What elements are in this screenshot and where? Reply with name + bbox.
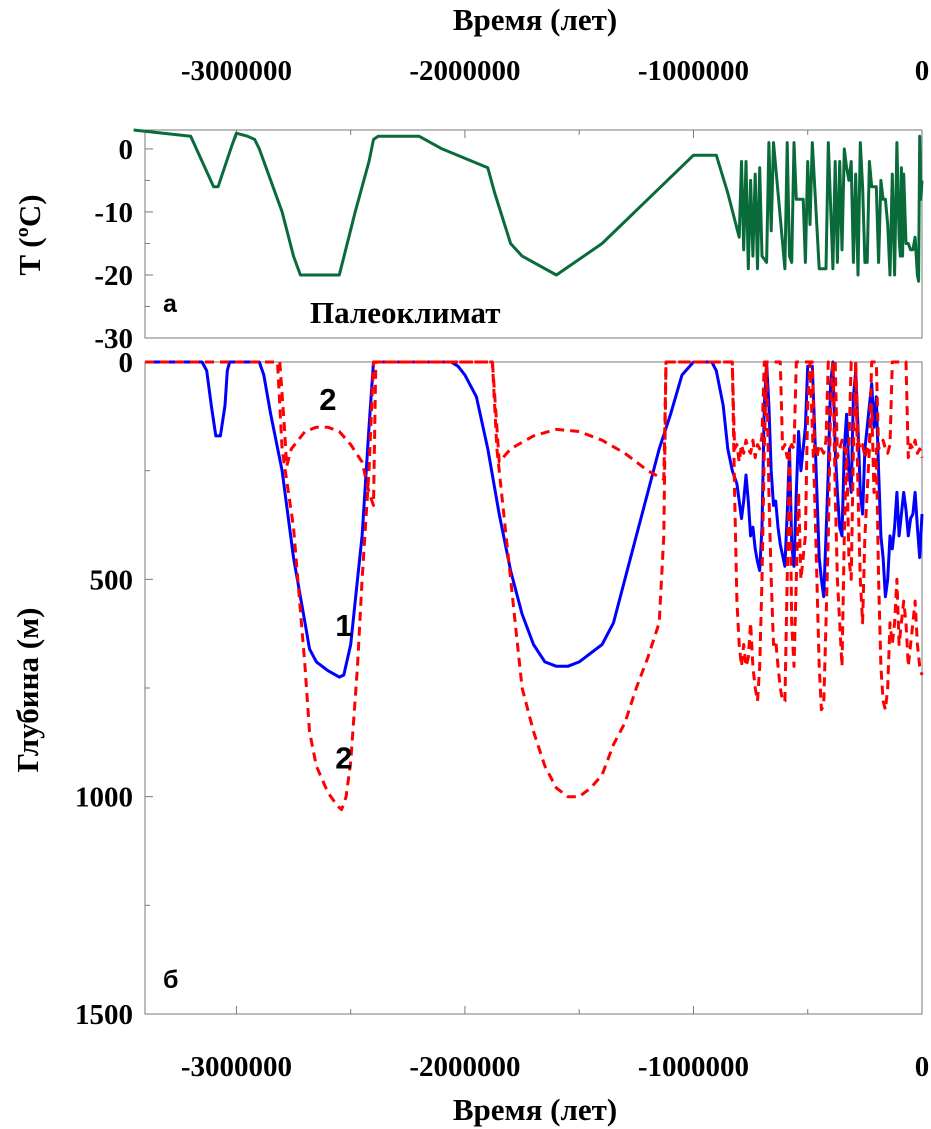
bottom-x-tick-labels: -3000000 -2000000 -1000000 0 (181, 1051, 929, 1083)
bottom-x-tick-label: -3000000 (181, 1051, 292, 1083)
bottom-x-axis-title: Время (лет) (453, 1092, 617, 1127)
curve-label: 2 (335, 740, 352, 775)
curve-label: 1 (335, 608, 352, 643)
panel-a-y-tick-label: -20 (94, 260, 133, 292)
panel-b-y-tick-label: 0 (119, 347, 134, 379)
panel-b-y-axis-title: Глубина (м) (10, 608, 45, 773)
panel-a-letter: а (163, 290, 178, 318)
panel-b-frame (144, 361, 923, 1015)
panel-a-y-tick-label: 0 (119, 134, 134, 166)
bottom-x-tick-label: 0 (915, 1051, 930, 1083)
panel-a-frame (144, 129, 923, 339)
top-x-tick-labels: -3000000 -2000000 -1000000 0 (181, 55, 929, 87)
top-x-tick-label: -3000000 (181, 55, 292, 87)
bottom-x-tick-label: -2000000 (409, 1051, 520, 1083)
curve-label: 2 (319, 382, 336, 417)
panel-b-curve-labels: 2 1 2 (319, 382, 352, 776)
panel-a-y-tick-label: -10 (94, 197, 133, 229)
panel-a-series-line-1 (133, 128, 924, 283)
panel-a-series (133, 128, 924, 283)
panel-b-series-line-2 (145, 360, 924, 507)
paleoclimate-annotation: Палеоклимат (310, 295, 500, 330)
panel-b-depth: 0 500 1000 1500 2 1 2 б Глубина (м) (10, 347, 924, 1031)
bottom-x-tick-label: -1000000 (638, 1051, 749, 1083)
panel-a-y-tick-label: -30 (94, 323, 133, 355)
panel-b-x-ticks (235, 1006, 923, 1014)
panel-a-y-ticks: 0 -10 -20 -30 (94, 134, 153, 355)
top-x-axis-title: Время (лет) (453, 2, 617, 37)
panel-b-y-ticks: 0 500 1000 1500 (75, 347, 153, 1031)
panel-b-y-tick-label: 500 (90, 564, 134, 596)
panel-a-x-ticks (235, 130, 923, 138)
panel-b-y-tick-label: 1500 (75, 999, 133, 1031)
panel-a-y-axis-title: T (ºC) (12, 194, 47, 275)
panel-a-temperature: 0 -10 -20 -30 а Палеоклимат T (ºC) (12, 128, 924, 355)
top-x-tick-label: -1000000 (638, 55, 749, 87)
panel-b-letter: б (163, 966, 178, 994)
top-x-tick-label: -2000000 (409, 55, 520, 87)
panel-b-series-line-3 (145, 360, 924, 812)
panel-b-y-tick-label: 1000 (75, 782, 133, 814)
top-x-tick-label: 0 (915, 55, 930, 87)
panel-b-series (145, 360, 924, 812)
panel-b-series-line-1 (145, 360, 924, 679)
